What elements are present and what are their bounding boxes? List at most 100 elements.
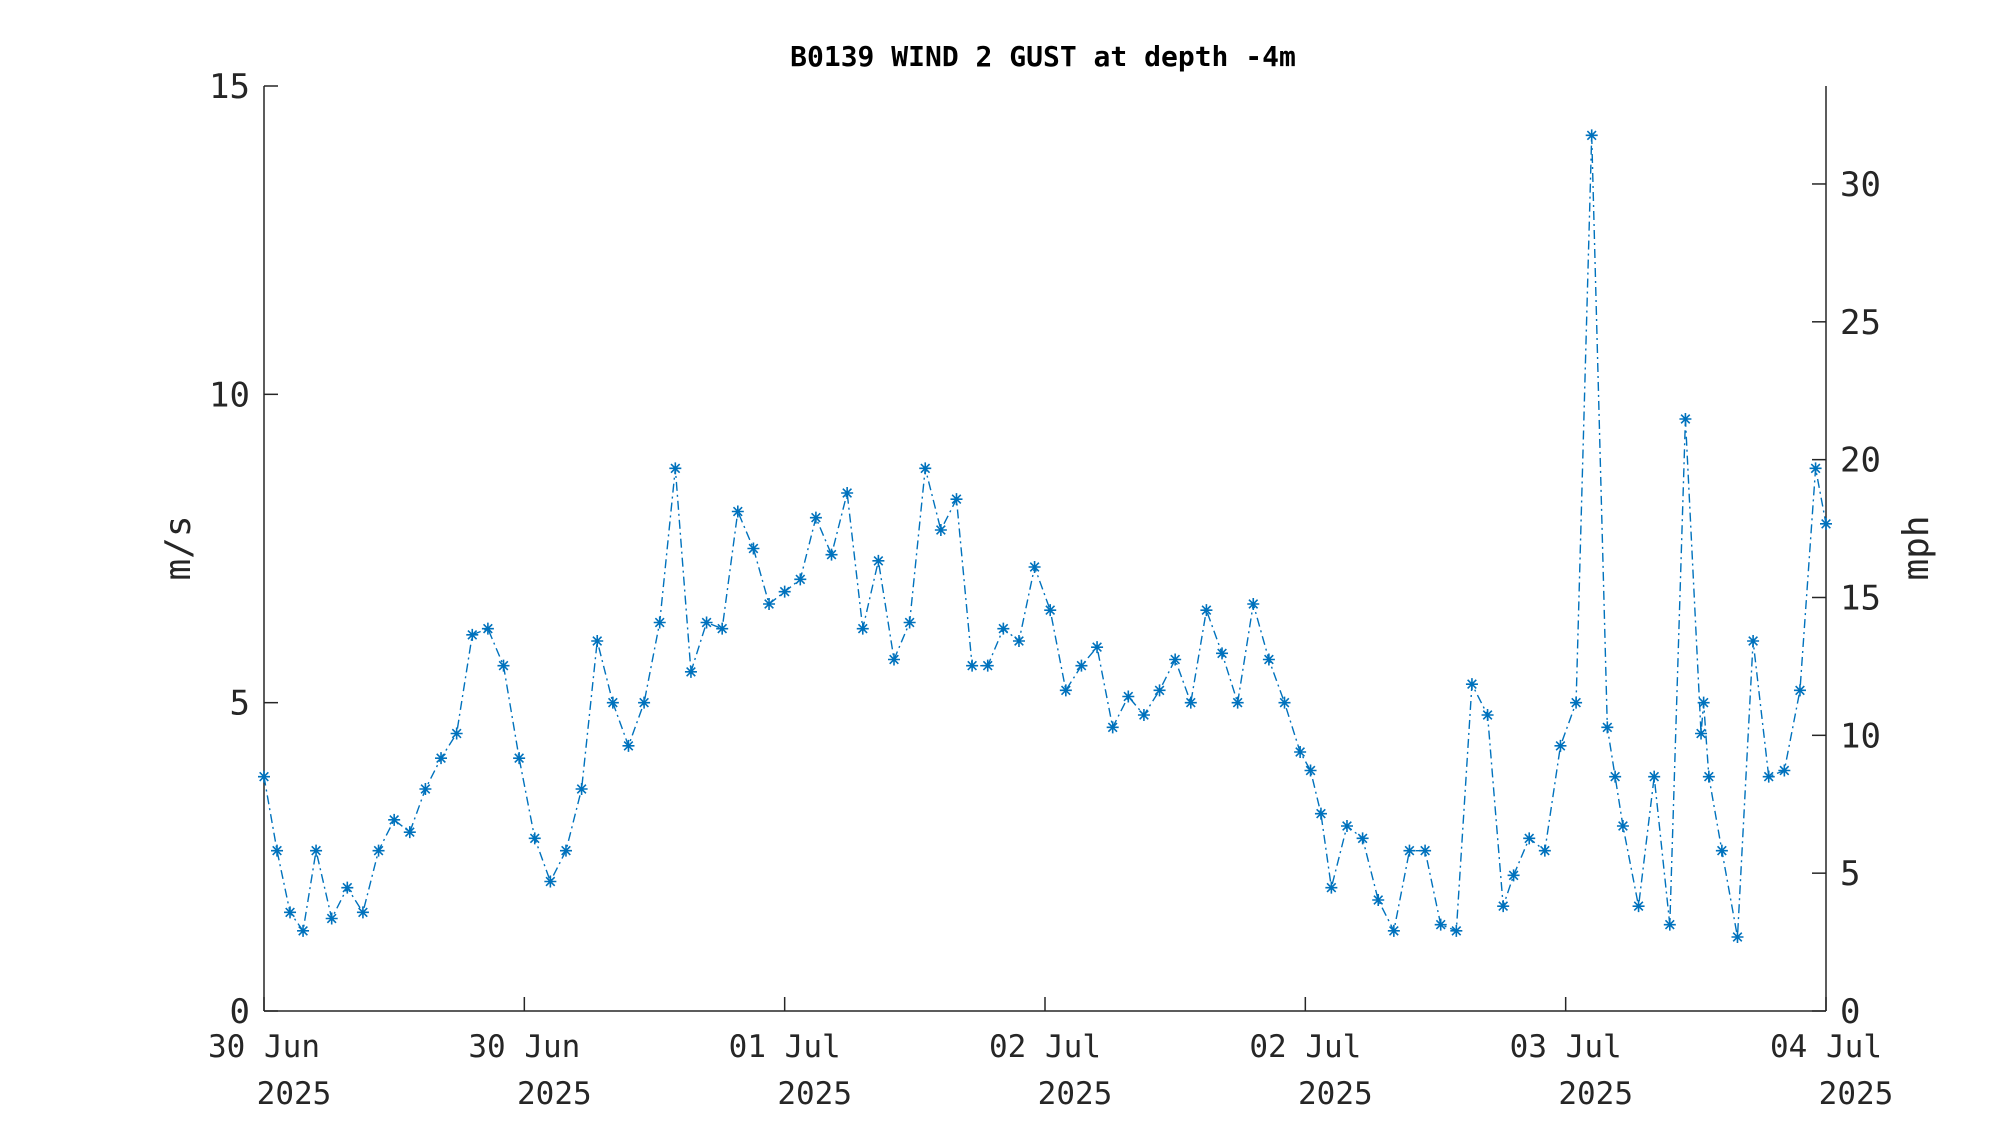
asterisk-marker — [1481, 709, 1494, 721]
data-point — [1184, 696, 1197, 709]
data-point — [1481, 709, 1494, 721]
data-point — [1012, 635, 1025, 647]
asterisk-marker — [388, 813, 401, 826]
asterisk-marker — [653, 616, 666, 629]
asterisk-marker — [513, 752, 526, 765]
data-point — [1747, 635, 1760, 647]
asterisk-marker — [809, 511, 822, 524]
data-point — [809, 511, 822, 524]
data-point — [747, 542, 760, 555]
data-point — [544, 875, 557, 888]
data-point — [653, 616, 666, 629]
asterisk-marker — [544, 875, 557, 888]
asterisk-marker — [1538, 844, 1551, 857]
data-point — [638, 696, 651, 709]
asterisk-marker — [1262, 653, 1275, 666]
series-layer — [258, 129, 1832, 943]
data-point — [794, 573, 807, 586]
data-point — [716, 622, 729, 635]
asterisk-marker — [1372, 894, 1385, 906]
data-point — [1314, 807, 1327, 820]
asterisk-marker — [1216, 647, 1229, 660]
left-y-tick-label: 0 — [230, 992, 250, 1032]
data-point — [310, 844, 323, 857]
asterisk-marker — [1507, 869, 1520, 882]
left-y-tick-label: 5 — [230, 684, 250, 724]
asterisk-marker — [1012, 635, 1025, 647]
asterisk-marker — [1137, 709, 1150, 721]
asterisk-marker — [356, 906, 369, 919]
asterisk-marker — [1200, 604, 1213, 617]
asterisk-marker — [1450, 924, 1463, 937]
data-point — [481, 622, 494, 635]
data-point — [997, 622, 1010, 635]
asterisk-marker — [1419, 844, 1432, 857]
data-point — [1372, 894, 1385, 906]
x-tick-label-line1: 02 Jul — [989, 1029, 1101, 1065]
asterisk-marker — [1697, 696, 1710, 709]
data-point — [1616, 820, 1629, 832]
asterisk-marker — [435, 752, 448, 765]
data-point — [1585, 129, 1598, 142]
data-point — [513, 752, 526, 765]
data-point — [1497, 900, 1510, 913]
data-point — [1778, 764, 1791, 777]
left-y-tick-label: 10 — [209, 375, 250, 415]
asterisk-marker — [372, 844, 385, 857]
data-point — [778, 585, 791, 598]
asterisk-marker — [700, 616, 713, 629]
asterisk-marker — [1231, 696, 1244, 709]
data-point — [435, 752, 448, 765]
left-y-axis-label: m/s — [158, 515, 199, 580]
asterisk-marker — [1294, 746, 1307, 758]
asterisk-marker — [1731, 931, 1744, 943]
asterisk-marker — [1695, 727, 1708, 740]
data-point — [1153, 684, 1166, 697]
data-point — [934, 524, 947, 536]
data-point — [466, 628, 479, 641]
asterisk-marker — [1585, 129, 1598, 142]
asterisk-marker — [1616, 820, 1629, 832]
data-point — [1715, 844, 1728, 857]
data-point — [1793, 684, 1806, 697]
asterisk-marker — [1169, 653, 1182, 666]
data-point — [1419, 844, 1432, 857]
data-point — [1044, 604, 1057, 617]
data-point — [731, 505, 744, 518]
asterisk-marker — [919, 462, 932, 475]
asterisk-marker — [1403, 844, 1416, 857]
right-y-ticks: 0 5 10 15 20 25 30 — [1812, 165, 1881, 1032]
data-point — [1325, 881, 1338, 894]
right-y-axis-label: mph — [1896, 515, 1937, 580]
data-point — [1450, 924, 1463, 937]
asterisk-marker — [825, 548, 838, 561]
data-point — [1538, 844, 1551, 857]
asterisk-marker — [419, 783, 432, 795]
data-point — [1465, 678, 1478, 691]
data-point — [1523, 832, 1536, 845]
right-y-tick-label: 20 — [1840, 441, 1881, 481]
data-point — [356, 906, 369, 919]
data-point — [1137, 709, 1150, 721]
asterisk-marker — [1820, 517, 1832, 530]
asterisk-marker — [575, 783, 588, 795]
asterisk-marker — [903, 616, 916, 629]
asterisk-marker — [271, 844, 284, 857]
asterisk-marker — [1184, 696, 1197, 709]
data-point — [1091, 641, 1104, 654]
asterisk-marker — [888, 653, 901, 666]
left-y-ticks: 0 5 10 15 — [209, 67, 278, 1032]
data-point — [684, 665, 697, 678]
asterisk-marker — [950, 493, 963, 506]
x-tick-label-line2: 2025 — [1558, 1076, 1633, 1112]
asterisk-marker — [297, 924, 310, 937]
data-point — [1028, 561, 1041, 573]
x-tick-label-line2: 2025 — [517, 1076, 592, 1112]
data-point — [1507, 869, 1520, 882]
data-point — [1340, 820, 1353, 832]
right-y-tick-label: 0 — [1840, 992, 1860, 1032]
asterisk-marker — [1523, 832, 1536, 845]
data-point — [1632, 900, 1645, 913]
asterisk-marker — [258, 770, 270, 783]
